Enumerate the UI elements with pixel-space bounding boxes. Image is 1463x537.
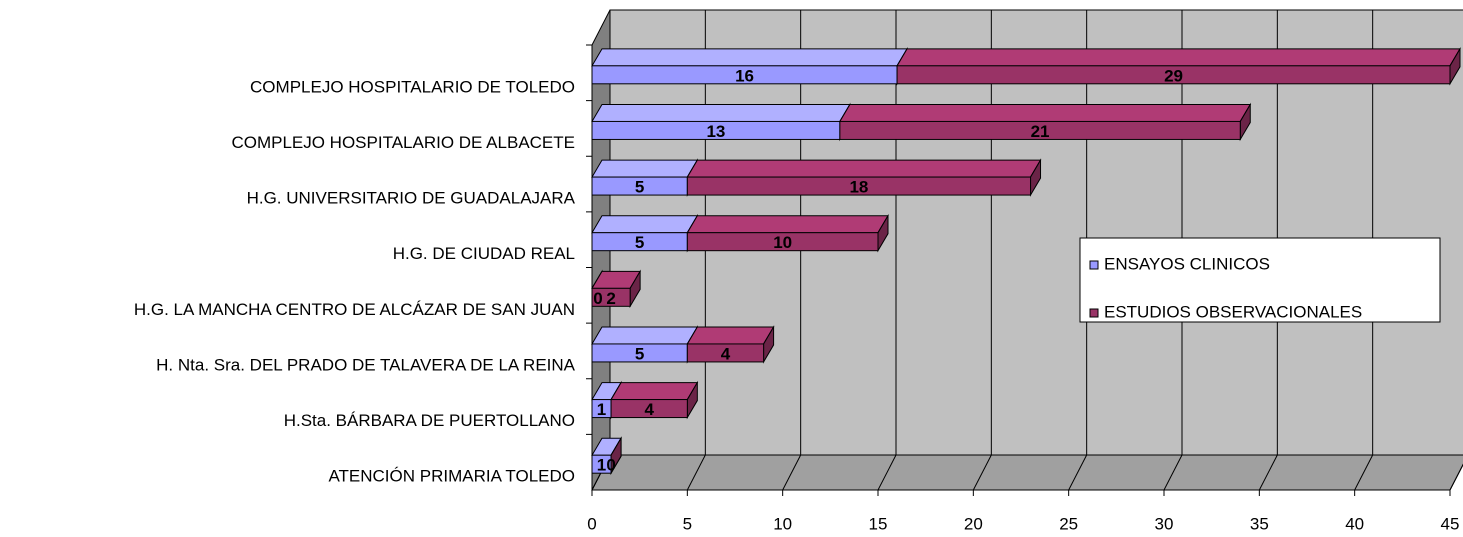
y-tick-label: H. Nta. Sra. DEL PRADO DE TALAVERA DE LA…	[156, 355, 576, 374]
x-tick-label: 0	[587, 514, 596, 533]
grid-line	[1068, 454, 1088, 491]
bar	[839, 120, 1241, 140]
bar-top	[591, 103, 851, 122]
x-tick-label: 35	[1250, 514, 1269, 533]
bar-top	[591, 159, 699, 178]
bar-top	[686, 159, 1042, 178]
data-label: 13	[706, 122, 725, 141]
bar-top	[591, 326, 699, 345]
legend-swatch	[1089, 260, 1099, 270]
y-tick-label: H.Sta. BÁRBARA DE PUERTOLLANO	[284, 411, 575, 430]
grid-line	[1258, 454, 1278, 491]
x-tick-label: 15	[869, 514, 888, 533]
bar-top	[591, 215, 699, 234]
x-tick-label: 30	[1155, 514, 1174, 533]
data-label: 16	[735, 66, 754, 85]
x-tick-label: 45	[1441, 514, 1460, 533]
bar-top	[686, 326, 775, 345]
data-label: 10	[773, 233, 792, 252]
data-label: 5	[635, 178, 644, 197]
grid-line	[1354, 454, 1374, 491]
bar	[686, 176, 1032, 196]
data-label: 21	[1031, 122, 1050, 141]
grid-line	[1163, 454, 1183, 491]
y-tick-label: H.G. DE CIUDAD REAL	[393, 244, 575, 263]
legend-swatch	[1089, 308, 1099, 318]
bar-top	[838, 103, 1252, 122]
y-tick-label: COMPLEJO HOSPITALARIO DE TOLEDO	[250, 77, 575, 96]
y-tick-label: H.G. UNIVERSITARIO DE GUADALAJARA	[247, 189, 576, 208]
x-tick-label: 5	[683, 514, 692, 533]
bar-top	[591, 48, 908, 67]
bar-top	[610, 382, 699, 401]
bar-side	[610, 436, 622, 476]
bar	[686, 343, 765, 363]
grid-line	[1449, 463, 1463, 491]
x-tick-label: 40	[1345, 514, 1364, 533]
x-tick-label: 10	[773, 514, 792, 533]
floor	[591, 454, 1463, 491]
legend-label: ESTUDIOS OBSERVACIONALES	[1104, 302, 1362, 321]
x-tick-label: 20	[964, 514, 983, 533]
bar-top	[686, 215, 889, 234]
grid-line	[686, 454, 706, 491]
data-label: 4	[721, 344, 731, 363]
data-label: 0	[593, 289, 602, 308]
x-tick-label: 25	[1059, 514, 1078, 533]
data-label: 1	[597, 456, 606, 475]
data-label: 5	[635, 344, 644, 363]
grid-line	[877, 454, 897, 491]
data-label: 4	[644, 400, 654, 419]
data-label: 29	[1164, 66, 1183, 85]
bar	[686, 232, 879, 252]
data-label: 18	[849, 178, 868, 197]
bar	[610, 399, 688, 419]
legend	[1079, 237, 1441, 323]
data-label: 0	[606, 456, 615, 475]
bar	[896, 65, 1451, 85]
y-tick-label: COMPLEJO HOSPITALARIO DE ALBACETE	[231, 133, 575, 152]
data-label: 2	[606, 289, 615, 308]
data-label: 1	[597, 400, 606, 419]
y-tick-label: ATENCIÓN PRIMARIA TOLEDO	[328, 467, 575, 486]
bar-top	[896, 48, 1461, 67]
grid-line	[972, 454, 992, 491]
legend-label: ENSAYOS CLINICOS	[1104, 254, 1270, 273]
y-tick-label: H.G. LA MANCHA CENTRO DE ALCÁZAR DE SAN …	[134, 300, 575, 319]
bar	[591, 287, 631, 307]
grid-line	[782, 454, 802, 491]
data-label: 5	[635, 233, 644, 252]
